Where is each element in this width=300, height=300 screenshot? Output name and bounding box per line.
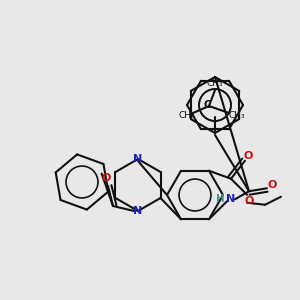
- Text: C: C: [203, 100, 211, 110]
- Text: N: N: [226, 194, 236, 204]
- Text: O: O: [243, 151, 253, 161]
- Text: H: H: [216, 194, 224, 204]
- Text: N: N: [134, 206, 142, 216]
- Text: N: N: [134, 154, 142, 164]
- Text: O: O: [244, 196, 254, 206]
- Text: O: O: [267, 180, 277, 190]
- Text: O: O: [101, 173, 111, 183]
- Text: CH₃: CH₃: [207, 79, 223, 88]
- Text: CH₃: CH₃: [179, 112, 195, 121]
- Text: CH₃: CH₃: [229, 112, 245, 121]
